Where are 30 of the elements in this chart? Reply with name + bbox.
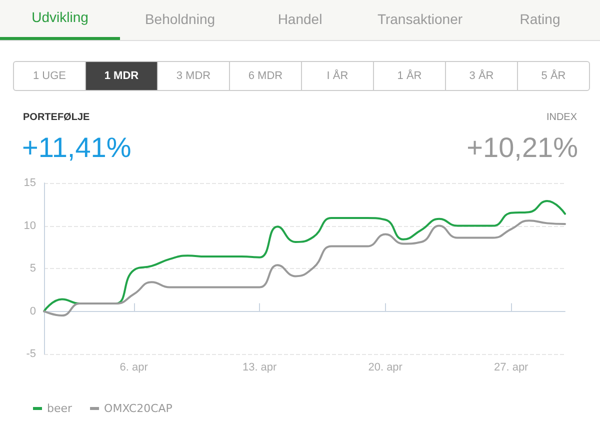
text: 3 MDR — [157, 62, 229, 90]
text: 6 MDR — [229, 62, 301, 90]
text: Udvikling — [0, 0, 120, 40]
x-tick-label: 27. apr — [494, 362, 529, 374]
y-tick-label: 10 — [24, 220, 36, 232]
x-tick-label: 13. apr — [242, 362, 278, 374]
legend-label: OMXC20CAP — [104, 402, 173, 415]
x-tick-label: 20. apr — [368, 362, 403, 374]
x-tick-label: 6. apr — [120, 362, 148, 374]
legend-label: beer — [47, 402, 73, 415]
y-tick-label: 0 — [30, 305, 36, 318]
text: INDEX — [546, 112, 577, 123]
text: 1 MDR — [85, 62, 157, 90]
text: Handel — [276, 10, 324, 29]
text: 1 UGE — [32, 69, 67, 84]
text: 5 ÅR — [517, 62, 589, 90]
text: PORTEFØLJE — [23, 112, 90, 123]
text: 1 ÅR — [373, 62, 445, 90]
text: Rating — [518, 10, 562, 29]
text: 3 ÅR — [445, 62, 517, 90]
text: I ÅR — [301, 62, 373, 90]
text: Transaktioner — [376, 10, 464, 29]
y-tick-label: 5 — [30, 262, 36, 274]
line-series — [43, 200, 566, 312]
y-tick-label: -5 — [26, 348, 36, 360]
y-tick-label: 15 — [24, 177, 36, 189]
text: Beholdning — [144, 10, 216, 29]
text: +10,21% — [466, 132, 578, 164]
line-series — [43, 220, 566, 317]
text: +11,41% — [22, 132, 132, 164]
